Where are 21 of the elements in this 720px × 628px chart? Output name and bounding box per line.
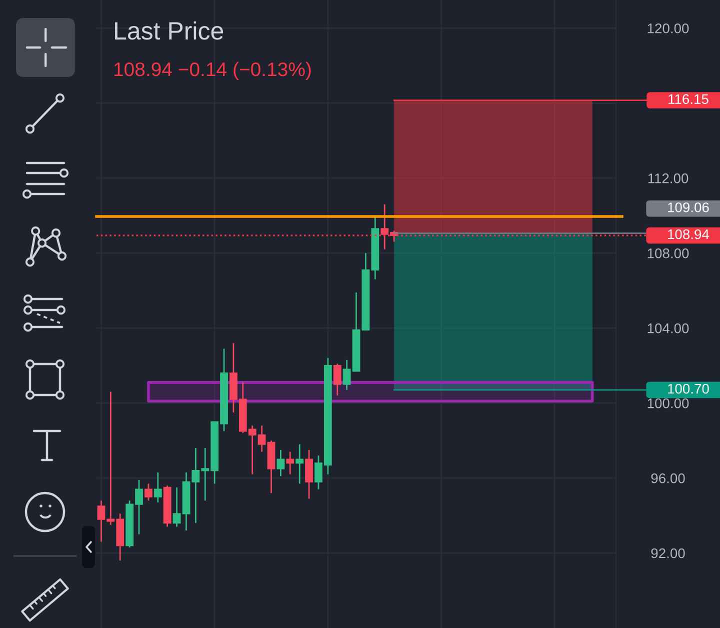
y-tick-label: 112.00 (648, 173, 688, 184)
y-tick-label: 120.00 (648, 23, 689, 34)
y-tick-label: 104.00 (648, 323, 689, 334)
candlestick (276, 449, 285, 477)
text: Last Price (115, 21, 224, 40)
ref-line-label: 100.70 (668, 384, 709, 394)
candlestick (333, 362, 342, 396)
ref-line-label: 108.94 (668, 229, 710, 240)
y-tick-label: 100.00 (648, 398, 689, 408)
text: 108.94 −0.14 (−0.13%) (114, 62, 311, 80)
ref-line-label: 109.06 (668, 202, 709, 212)
candlestick (154, 472, 162, 504)
candlestick (286, 451, 294, 475)
candlestick (305, 449, 313, 500)
y-tick-label: 92.00 (651, 548, 685, 558)
ref-line-label: 116.15 (668, 94, 708, 104)
candlestick (172, 486, 181, 528)
candlestick (144, 482, 152, 502)
y-tick-label: 96.00 (651, 473, 685, 484)
candlestick (296, 444, 304, 484)
y-tick-label: 108.00 (648, 248, 689, 258)
